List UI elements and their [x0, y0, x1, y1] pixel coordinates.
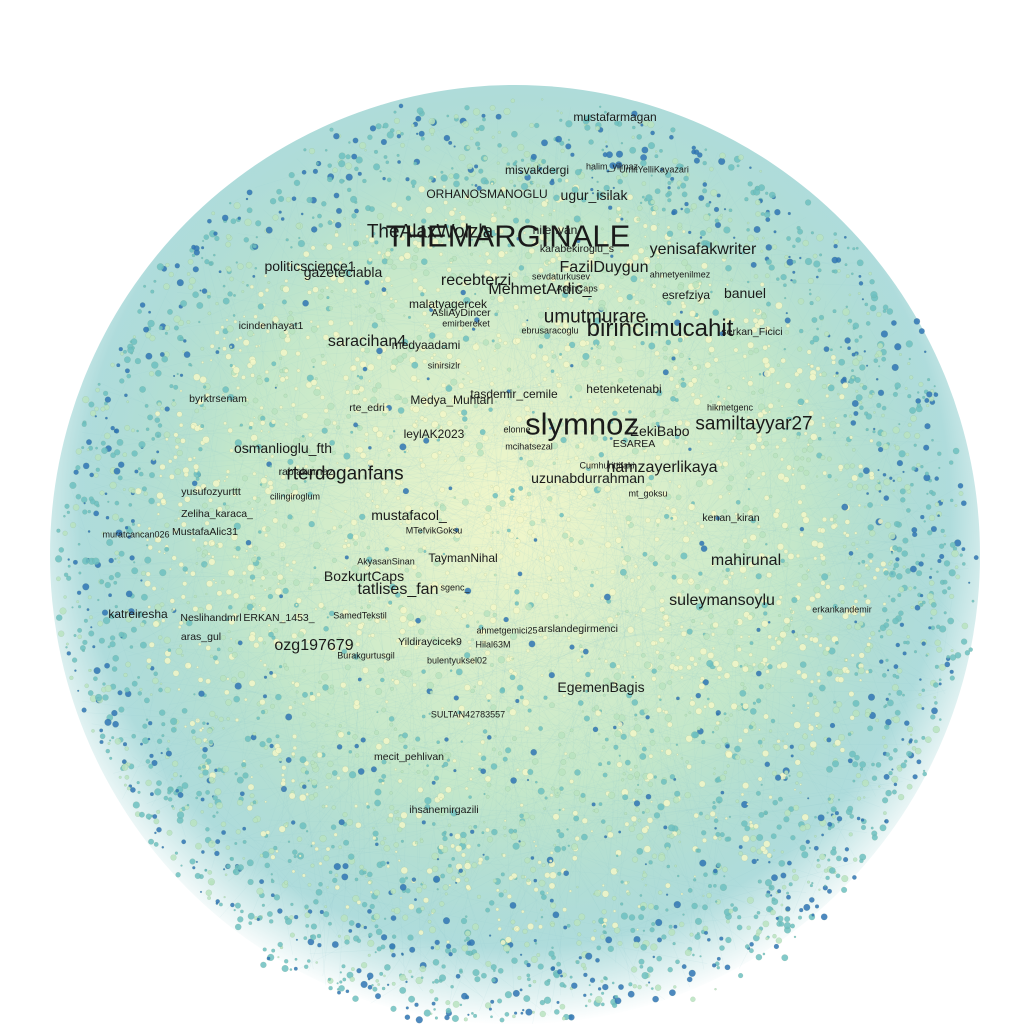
- node-label: umutmurare: [543, 306, 647, 328]
- node-label: mustafarmagan: [573, 110, 657, 124]
- node-label: ozg197679: [274, 637, 354, 654]
- node-label: yenisafakwriter: [649, 241, 757, 258]
- node-label: mcihatsezal: [505, 441, 553, 452]
- node-label: emirbereket: [442, 318, 490, 329]
- node-label: ahmetyenilmez: [649, 269, 711, 280]
- node-label: aras_gul: [180, 630, 222, 643]
- node-label: tatlises_fan: [357, 581, 439, 598]
- node-label: AsliAyDincer: [431, 306, 491, 319]
- node-label: samiltayyar27: [695, 413, 813, 435]
- node-label: nilenyan: [532, 223, 578, 237]
- node-label: rabiakurnaz: [278, 465, 334, 478]
- node-label: muratcancan026: [102, 529, 170, 540]
- node-label: politicscience1: [264, 258, 356, 274]
- node-label: medyaadami: [391, 338, 461, 352]
- node-label: bulentyuksel02: [426, 655, 488, 666]
- node-label: BozkurtCaps: [323, 568, 405, 584]
- node-label: icindenhayat1: [238, 319, 304, 332]
- node-label: AkyasanSinan: [357, 556, 415, 567]
- node-label: serkan_Ficici: [721, 325, 783, 338]
- node-label: halim_yilmaz: [585, 161, 639, 172]
- node-label: mecit_pehlivan: [373, 750, 445, 763]
- node-label: sinirsizlr: [427, 360, 461, 371]
- node-label: misvakdergi: [504, 163, 570, 177]
- node-label: osmanlioglu_fth: [233, 440, 333, 456]
- node-label: erkankandemir: [812, 604, 872, 615]
- node-label: sgenc_: [440, 582, 470, 593]
- node-label: kenan_kiran: [702, 511, 760, 524]
- node-label: SULTAN42783557: [430, 709, 506, 720]
- node-label: uzunabdurrahman: [531, 470, 645, 486]
- node-label: suleymansoylu: [669, 592, 775, 609]
- node-label: byrktrsenam: [189, 392, 247, 405]
- node-label: katreiresha: [108, 607, 168, 621]
- node-label: yusufozyurttt: [181, 485, 241, 498]
- node-label: MustafaAlic31: [172, 525, 238, 538]
- node-label: ugur_isilak: [560, 187, 628, 203]
- node-label: ihsanemirgazili: [409, 803, 479, 816]
- node-label: UmitYelliKayazari: [619, 164, 689, 175]
- node-label: Zeliha_karaca_: [181, 507, 253, 520]
- node-label: esrefziya: [661, 288, 711, 302]
- node-label: FazilDuygun: [559, 259, 649, 276]
- node-label: sevdaturkusev: [531, 271, 591, 282]
- node-label: THEMARGINALE: [385, 218, 631, 254]
- node-label: gazeteciabla: [303, 264, 383, 280]
- graph-nodes: [54, 98, 979, 1024]
- node-label: Cumhurittifaki: [579, 460, 635, 471]
- node-label: TheAlaxWolzla: [366, 221, 494, 243]
- node-label: mt_goksu: [628, 488, 668, 499]
- node-label: Medya_Muhtarı: [410, 393, 494, 407]
- node-label: ERKAN_1453_: [243, 611, 315, 624]
- node-label: recebterzi: [440, 272, 512, 289]
- node-label: Neslihandmrl: [180, 611, 242, 624]
- node-label: Yildiraycicek9: [398, 635, 462, 648]
- node-label: TaymanNihal: [428, 551, 498, 565]
- node-label: SamedTekstil: [333, 610, 387, 621]
- node-label: ZekiBabo: [630, 423, 690, 439]
- node-label: rte_edri: [349, 401, 385, 414]
- node-label: tasdemir_cemile: [470, 387, 558, 401]
- node-label: ORHANOSMANOGLU: [426, 187, 548, 201]
- node-label: EgemenBagis: [557, 679, 645, 695]
- node-label: hetenketenabi: [586, 382, 662, 396]
- node-label: mahirunal: [710, 552, 782, 569]
- node-label: ebrusaracoglu: [521, 325, 579, 336]
- node-label: AsrinCaps: [556, 283, 598, 294]
- node-label: birincimucahit: [586, 315, 734, 342]
- node-label: ahmetgemici25: [476, 625, 538, 636]
- node-label: rterdoganfans: [286, 463, 404, 485]
- node-label: leylAK2023: [403, 427, 465, 441]
- node-label: cilingiroglum: [269, 491, 321, 502]
- node-label: slymnoz: [525, 406, 639, 442]
- node-label: Burakgurtusgil: [337, 650, 395, 661]
- node-label: malatyagercek: [408, 297, 488, 311]
- node-label: elonne: [503, 424, 531, 435]
- node-label: ESAREA: [612, 437, 656, 450]
- node-label: arslandegirmenci: [538, 622, 618, 635]
- node-label: MTefvikGoksu: [405, 525, 463, 536]
- node-label: saracihan4: [327, 333, 407, 350]
- node-label: MehmetArdic_: [488, 281, 592, 298]
- node-label: hamzayerlikaya: [606, 459, 718, 476]
- node-label: hikmetgenc: [706, 402, 754, 413]
- node-label: karabekiroglu_s: [539, 242, 615, 255]
- node-label: banuel: [723, 285, 767, 301]
- node-label: mustafacol_: [371, 507, 447, 523]
- node-label: Hilal63M: [475, 639, 511, 650]
